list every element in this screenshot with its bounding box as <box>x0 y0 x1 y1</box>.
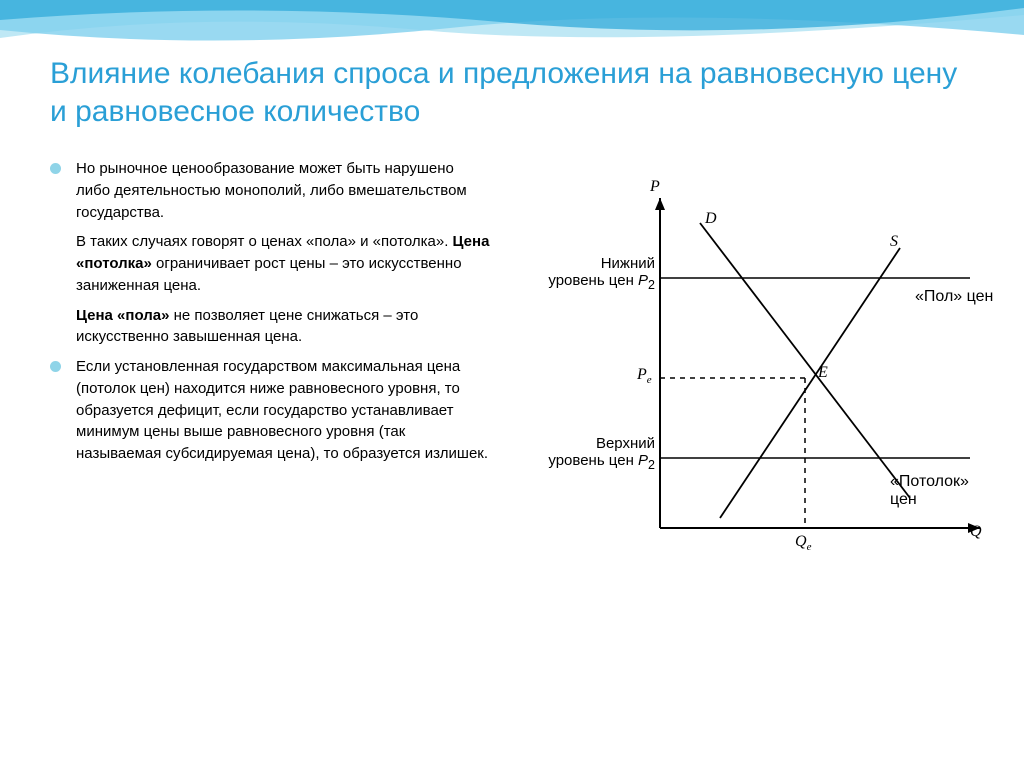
y-axis-label: P <box>650 178 660 196</box>
bullet-3: Цена «пола» не позволяет цене снижаться … <box>50 305 490 349</box>
floor-right-label: «Пол» цен <box>915 288 993 306</box>
x-axis-label: Q <box>970 523 982 541</box>
bullet-4: Если установленная государством максимал… <box>50 356 490 465</box>
floor-left-label: Нижний уровень цен P2 <box>548 256 655 292</box>
text-column: Но рыночное ценообразование может быть н… <box>50 158 490 598</box>
bullet-2: В таких случаях говорят о ценах «пола» и… <box>50 231 490 296</box>
equilibrium-point-label: E <box>818 364 828 382</box>
supply-curve-label: S <box>890 233 898 251</box>
equilibrium-quantity-label: Qе <box>795 533 811 553</box>
equilibrium-price-label: Pе <box>637 366 652 386</box>
supply-demand-chart: P Q D S Нижний уровень цен P2 «Пол» цен … <box>520 178 1000 598</box>
bullet-1: Но рыночное ценообразование может быть н… <box>50 158 490 223</box>
slide-title: Влияние колебания спроса и предложения н… <box>50 55 974 130</box>
ceiling-left-label: Верхний уровень цен P2 <box>548 436 655 472</box>
ceiling-right-label: «Потолок» цен <box>890 473 1000 509</box>
demand-curve-label: D <box>705 210 717 228</box>
